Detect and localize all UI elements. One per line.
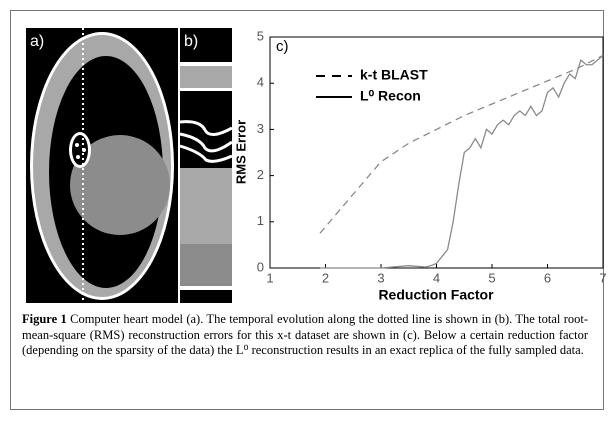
caption-text: Computer heart model (a). The temporal e…: [22, 312, 588, 357]
legend-label: k-t BLAST: [360, 67, 428, 83]
panel-label: b): [184, 33, 198, 50]
band: [180, 62, 232, 66]
x-tick-label: 2: [322, 270, 329, 285]
x-tick-label: 4: [433, 270, 440, 285]
panel-label: a): [30, 33, 44, 50]
band: [180, 66, 232, 88]
x-tick-label: 5: [488, 270, 495, 285]
x-tick-label: 6: [544, 270, 551, 285]
caption: Figure 1 Computer heart model (a). The t…: [22, 312, 588, 359]
y-tick-label: 3: [257, 121, 264, 136]
y-tick-label: 2: [257, 167, 264, 182]
legend-label: L⁰ Recon: [360, 88, 421, 104]
x-axis-label: Reduction Factor: [378, 287, 494, 303]
band: [180, 88, 232, 91]
y-tick-label: 4: [257, 75, 264, 90]
x-tick-label: 1: [266, 270, 273, 285]
figure: a) b) c) Reduction Factor RMS Error 1 2 3 4…: [0, 0, 616, 310]
x-tick-label: 3: [377, 270, 384, 285]
band: [180, 244, 232, 286]
y-axis-label: RMS Error: [233, 120, 248, 184]
y-tick-label: 5: [257, 28, 264, 43]
dot: [76, 155, 80, 159]
band: [180, 286, 232, 290]
caption-label: Figure 1: [22, 312, 67, 326]
band: [180, 168, 232, 244]
panel-label: c): [276, 38, 289, 55]
y-tick-label: 1: [257, 213, 264, 228]
x-tick-label: 7: [599, 270, 606, 285]
dot: [75, 143, 79, 147]
y-tick-label: 0: [257, 259, 264, 274]
page: a) b) c) Reduction Factor RMS Error 1 2 3 4…: [0, 0, 616, 421]
